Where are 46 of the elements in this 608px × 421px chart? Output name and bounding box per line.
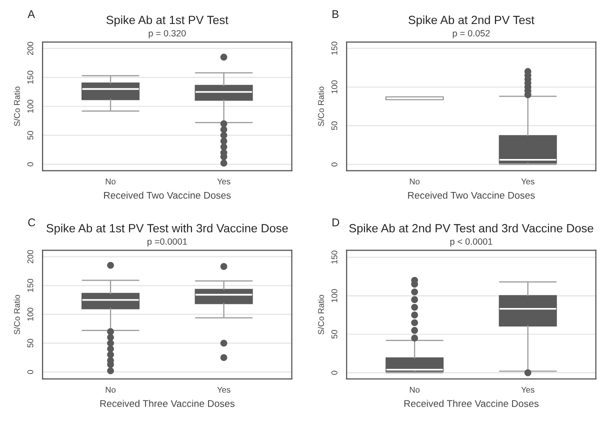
chart-title: Spike Ab at 2nd PV Test and 3rd Vaccine Dose [349, 224, 594, 235]
chart-title: Spike Ab at 1st PV Test [106, 15, 228, 26]
y-axis-title: S/Co Ratio [14, 86, 20, 126]
y-axis-title: S/Co Ratio [318, 294, 324, 334]
y-axis-title: S/Co Ratio [318, 86, 324, 126]
text: B [332, 10, 338, 18]
x-tick-label: No [106, 178, 116, 184]
y-tick-label: 50 [331, 121, 338, 130]
y-tick-label: 100 [27, 308, 34, 321]
y-tick-label: 50 [27, 131, 34, 140]
text: C [28, 218, 36, 226]
y-tick-label: 0 [27, 370, 34, 374]
x-axis-title: Received Three Vaccine Doses [100, 400, 234, 408]
y-tick-label: 0 [27, 162, 34, 166]
y-tick-label: 50 [331, 330, 338, 339]
x-axis-title: Received Two Vaccine Doses [104, 192, 231, 199]
x-axis-title: Received Two Vaccine Doses [408, 192, 535, 199]
chart-subtitle: p = 0.052 [452, 30, 490, 38]
x-tick-label: Yes [521, 386, 534, 393]
x-tick-label: Yes [217, 386, 230, 393]
y-tick-label: 100 [331, 80, 338, 94]
y-tick-label: 200 [27, 42, 34, 55]
y-tick-label: 150 [331, 250, 338, 264]
x-axis-title: Received Three Vaccine Doses [404, 400, 539, 408]
y-tick-label: 100 [331, 289, 338, 302]
y-tick-label: 0 [331, 370, 338, 375]
y-tick-label: 200 [27, 250, 34, 264]
y-axis-title: S/Co Ratio [14, 294, 20, 334]
y-tick-label: 0 [331, 162, 338, 166]
x-tick-label: Yes [217, 178, 230, 184]
chart-title: Spike Ab at 1st PV Test with 3rd Vaccine Dose [46, 224, 288, 235]
y-tick-label: 150 [331, 42, 338, 55]
text: D [332, 218, 340, 226]
y-tick-label: 50 [27, 338, 34, 348]
chart-subtitle: p =0.0001 [148, 238, 187, 246]
chart-title: Spike Ab at 2nd PV Test [408, 15, 534, 26]
chart-subtitle: p < 0.0001 [450, 238, 492, 246]
x-tick-label: Yes [521, 178, 534, 184]
x-tick-label: No [106, 386, 116, 393]
y-tick-label: 150 [27, 70, 34, 84]
chart-subtitle: p = 0.320 [148, 30, 186, 38]
text: A [28, 10, 35, 18]
x-tick-label: No [410, 386, 420, 393]
y-tick-label: 100 [27, 100, 34, 113]
y-tick-label: 150 [27, 278, 34, 292]
x-tick-label: No [410, 178, 420, 184]
